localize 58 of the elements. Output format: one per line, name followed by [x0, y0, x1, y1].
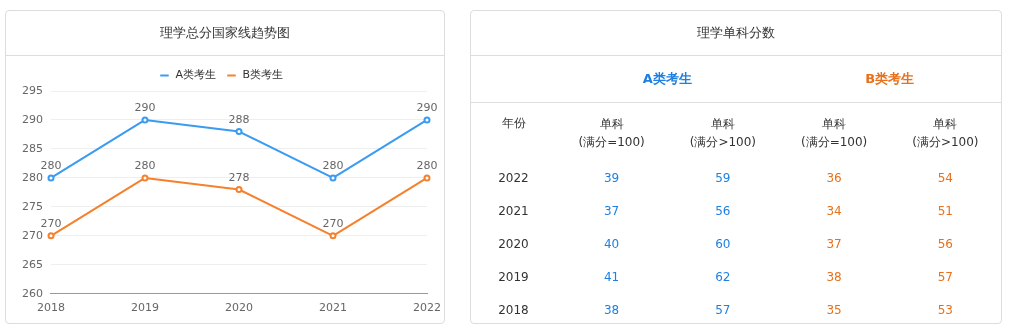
data-label: 280	[416, 159, 438, 173]
data-label: 37	[825, 236, 843, 251]
legend-label: B类考生	[242, 68, 284, 82]
x-tick-label: 单科 (满分=100)	[577, 116, 646, 151]
data-label: 53	[936, 302, 954, 317]
data-label: 278	[228, 170, 250, 184]
y-axis-title: 年份	[500, 115, 527, 132]
y-tick-label: 275	[22, 199, 43, 213]
text: B类考生	[864, 70, 916, 88]
data-label: 288	[228, 112, 250, 126]
x-tick-label: 单科 (满分>100)	[911, 116, 980, 151]
data-label: 270	[40, 217, 62, 231]
y-tick-label: 280	[22, 170, 43, 184]
y-tick-label: 2021	[497, 203, 530, 218]
x-tick-label: 2022	[413, 301, 441, 315]
data-label: 36	[825, 170, 843, 185]
x-tick-label: 2020	[225, 301, 253, 315]
y-tick-label: 270	[22, 228, 43, 242]
data-label: 39	[603, 170, 621, 185]
data-label: 40	[603, 236, 621, 251]
data-label: 62	[714, 269, 732, 284]
text: A类考生	[641, 70, 693, 88]
x-tick-label: 单科 (满分=100)	[799, 116, 869, 151]
data-label: 35	[825, 302, 843, 317]
y-tick-label: 265	[22, 257, 43, 271]
y-tick-label: 260	[22, 286, 43, 300]
data-label: 280	[40, 159, 62, 173]
data-label: 38	[825, 269, 843, 284]
y-tick-label: 2019	[497, 269, 530, 284]
chart-title: 理学单科分数	[471, 11, 1001, 56]
data-label: 280	[322, 159, 344, 173]
data-label: 54	[936, 170, 954, 185]
data-label: 37	[603, 203, 621, 218]
x-tick-label: 单科 (满分>100)	[688, 116, 758, 151]
y-tick-label: 290	[22, 112, 43, 126]
x-tick-label: 2018	[37, 301, 65, 315]
data-label: 270	[322, 217, 344, 231]
x-tick-label: 2019	[131, 301, 159, 315]
y-tick-label: 285	[22, 141, 43, 155]
data-label: 38	[603, 302, 621, 317]
data-label: 280	[134, 159, 156, 173]
y-tick-label: 295	[22, 83, 43, 97]
y-tick-label: 2022	[497, 170, 530, 185]
chart-title: 理学总分国家线趋势图	[6, 11, 444, 56]
data-label: 57	[936, 269, 954, 284]
y-tick-label: 2020	[497, 236, 530, 251]
data-label: 34	[825, 203, 843, 218]
data-label: 290	[416, 101, 438, 115]
data-label: 60	[714, 236, 732, 251]
data-label: 57	[714, 302, 732, 317]
data-label: 59	[714, 170, 732, 185]
data-label: 51	[936, 203, 954, 218]
data-label: 56	[714, 203, 732, 218]
legend-label: A类考生	[175, 68, 216, 82]
x-tick-label: 2021	[319, 301, 347, 315]
data-label: 290	[134, 101, 156, 115]
data-label: 56	[936, 236, 954, 251]
data-label: 41	[603, 269, 621, 284]
